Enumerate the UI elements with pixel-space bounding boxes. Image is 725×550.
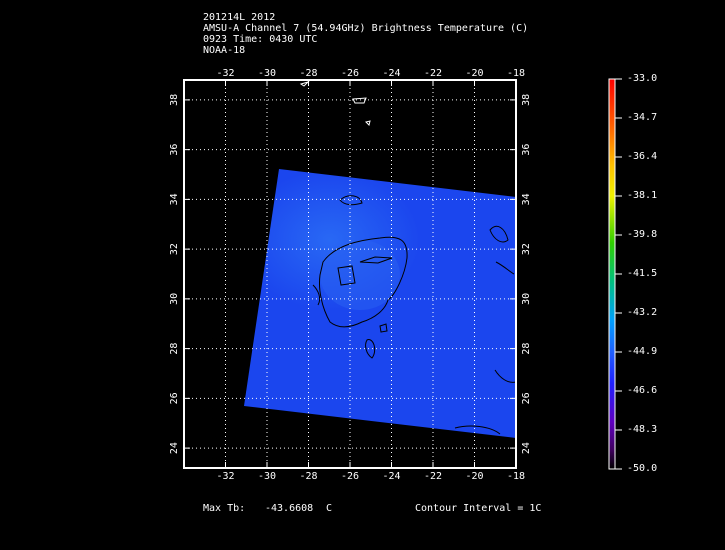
colorbar-label: -48.3 bbox=[627, 424, 658, 435]
colorbar-label: -41.5 bbox=[627, 268, 658, 279]
lat-label-right: 34 bbox=[521, 193, 532, 205]
colorbar-ticks bbox=[615, 78, 622, 470]
lon-label-top: -32 bbox=[216, 68, 234, 79]
lat-label-left: 26 bbox=[169, 392, 180, 404]
lon-label-top: -18 bbox=[507, 68, 525, 79]
lat-label-left: 36 bbox=[169, 144, 180, 156]
contour-interval-text: Contour Interval = 1C bbox=[415, 503, 542, 514]
lat-label-right: 36 bbox=[521, 144, 532, 156]
map-frame bbox=[183, 79, 517, 469]
storm-id: 201214L 2012 bbox=[203, 12, 276, 23]
lat-label-right: 30 bbox=[521, 293, 532, 305]
satellite-name: NOAA-18 bbox=[203, 45, 246, 56]
lon-label-bottom: -22 bbox=[424, 471, 442, 482]
lat-label-right: 38 bbox=[521, 94, 532, 106]
lat-label-left: 34 bbox=[169, 193, 180, 205]
contour-lines bbox=[312, 195, 517, 435]
max-tb-unit: C bbox=[326, 503, 333, 514]
lat-label-right: 28 bbox=[521, 343, 532, 355]
lat-label-right: 32 bbox=[521, 243, 532, 255]
lat-label-right: 24 bbox=[521, 442, 532, 454]
colorbar-label: -34.7 bbox=[627, 112, 658, 123]
lon-label-bottom: -18 bbox=[507, 471, 525, 482]
lat-label-left: 30 bbox=[169, 293, 180, 305]
contour-east-3 bbox=[494, 369, 517, 383]
lon-label-top: -22 bbox=[424, 68, 442, 79]
colorbar-label: -50.0 bbox=[627, 463, 658, 474]
contour-east-1 bbox=[489, 225, 509, 243]
contour-west-edge bbox=[312, 284, 321, 306]
island-1 bbox=[299, 80, 310, 87]
contour-south bbox=[454, 425, 501, 435]
axis-tick-labels: -32 -32 -30 -30 -28 -28 -26 -26 -24 -24 -22 -22 -20 -… bbox=[169, 68, 532, 482]
lon-label-bottom: -20 bbox=[465, 471, 483, 482]
lat-label-right: 26 bbox=[521, 392, 532, 404]
contour-small-2 bbox=[365, 339, 376, 359]
colorbar-label: -33.0 bbox=[627, 73, 658, 84]
lat-label-left: 38 bbox=[169, 94, 180, 106]
lon-label-top: -24 bbox=[382, 68, 400, 79]
max-tb-label: Max Tb: bbox=[203, 503, 246, 514]
contour-small-1 bbox=[339, 195, 363, 206]
colorbar-ramp bbox=[608, 78, 616, 470]
max-tb-value: -43.6608 bbox=[265, 503, 314, 514]
island-3 bbox=[365, 120, 371, 126]
lon-label-top: -30 bbox=[258, 68, 276, 79]
lon-label-bottom: -32 bbox=[216, 471, 234, 482]
contour-storm-outer bbox=[319, 236, 408, 328]
lat-label-left: 28 bbox=[169, 343, 180, 355]
lon-label-top: -20 bbox=[465, 68, 483, 79]
lat-label-left: 32 bbox=[169, 243, 180, 255]
island-2 bbox=[352, 97, 367, 104]
lon-label-top: -26 bbox=[341, 68, 359, 79]
lon-label-bottom: -24 bbox=[382, 471, 400, 482]
title-block: 201214L 2012 AMSU-A Channel 7 (54.94GHz)… bbox=[203, 12, 528, 56]
product-title: AMSU-A Channel 7 (54.94GHz) Brightness T… bbox=[203, 23, 529, 34]
lon-label-bottom: -30 bbox=[258, 471, 276, 482]
lon-label-bottom: -26 bbox=[341, 471, 359, 482]
colorbar-label: -38.1 bbox=[627, 190, 658, 201]
lat-label-left: 24 bbox=[169, 442, 180, 454]
time-line: 0923 Time: 0430 UTC bbox=[203, 34, 318, 45]
contour-islands bbox=[299, 80, 371, 126]
lon-label-bottom: -28 bbox=[299, 471, 317, 482]
colorbar-label: -39.8 bbox=[627, 229, 658, 240]
colorbar-label: -44.9 bbox=[627, 346, 658, 357]
contour-storm-inner bbox=[337, 265, 356, 286]
colorbar-label: -43.2 bbox=[627, 307, 658, 318]
lon-label-top: -28 bbox=[299, 68, 317, 79]
contour-east-2 bbox=[495, 261, 515, 275]
contour-small-3 bbox=[379, 323, 388, 333]
contour-storm-arm bbox=[359, 256, 393, 264]
colorbar-label: -46.6 bbox=[627, 385, 658, 396]
colorbar-label: -36.4 bbox=[627, 151, 658, 162]
